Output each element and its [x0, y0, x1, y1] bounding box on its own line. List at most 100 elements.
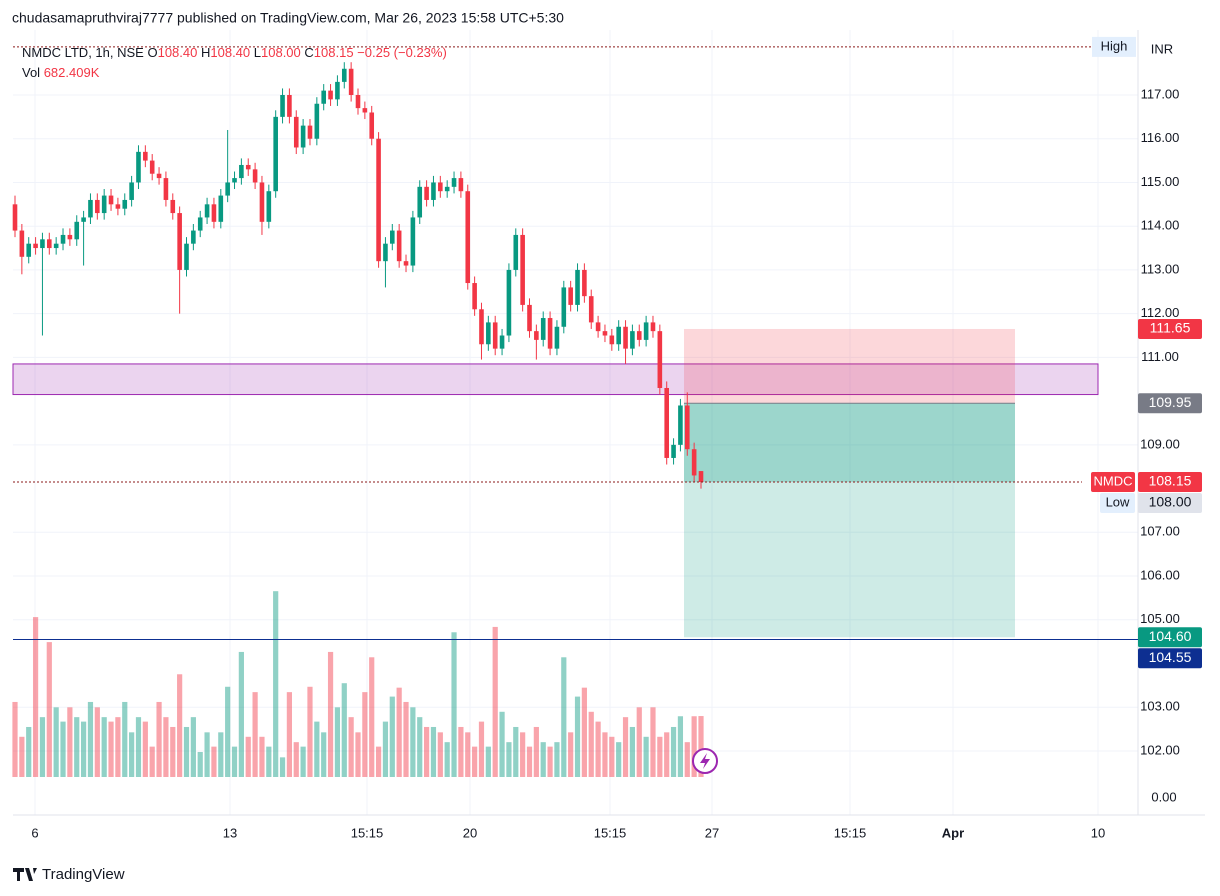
volume-bar — [129, 732, 135, 777]
volume-bar — [362, 692, 368, 777]
candle-body — [630, 331, 635, 349]
legend-c-key: C — [304, 45, 313, 60]
price-tag-name-bg — [1091, 472, 1135, 493]
candle-body — [390, 230, 395, 244]
candle-body — [410, 217, 416, 266]
volume-bar — [341, 683, 347, 777]
volume-bar — [348, 717, 354, 777]
volume-bar — [698, 716, 704, 777]
volume-bar — [183, 726, 190, 777]
volume-bar — [32, 617, 39, 777]
volume-bar — [485, 746, 491, 777]
candle-body — [650, 322, 656, 332]
volume-bar — [142, 721, 148, 777]
volume-bar — [67, 707, 73, 777]
price-tag-name: Low — [1106, 494, 1130, 509]
volume-bar — [307, 686, 313, 777]
target-zone — [684, 403, 1015, 638]
volume-bar — [327, 651, 334, 777]
candle-body — [328, 90, 333, 100]
high-tag — [1092, 36, 1136, 57]
volume-bar — [94, 707, 100, 777]
candle-body — [122, 199, 128, 209]
price-tag — [1138, 393, 1202, 414]
volume-bar — [156, 701, 162, 777]
volume-bar — [430, 726, 437, 777]
volume-bar — [568, 732, 574, 777]
volume-bar — [691, 716, 697, 777]
candle-body — [499, 335, 505, 349]
volume-bar — [273, 591, 279, 777]
volume-bar — [444, 742, 450, 777]
candle-body — [136, 151, 141, 183]
volume-bar — [403, 701, 409, 777]
volume-bar — [561, 657, 567, 777]
candle-body — [191, 230, 196, 244]
candle-body — [643, 322, 649, 340]
y-tick-label: 116.00 — [1141, 130, 1180, 145]
x-tick-label: 13 — [223, 825, 237, 840]
volume-bar — [149, 746, 155, 777]
candle-body — [149, 160, 155, 174]
y-tick-label: 113.00 — [1141, 261, 1180, 276]
candle-body — [12, 204, 18, 231]
candle-body — [40, 239, 45, 249]
candle-body — [472, 283, 477, 310]
candle-body — [280, 95, 285, 117]
volume-bar — [334, 707, 341, 777]
candle-body — [101, 195, 107, 214]
candle-body — [170, 199, 176, 214]
x-tick-label: 15:15 — [594, 825, 627, 840]
price-tag — [1138, 472, 1202, 493]
candle-body — [33, 243, 38, 249]
volume-bar — [87, 701, 94, 777]
candle-body — [245, 164, 251, 170]
candle-body — [19, 230, 25, 257]
legend-l-key: L — [254, 45, 261, 60]
candle-body — [204, 204, 210, 218]
candle-body — [67, 234, 73, 240]
candle-body — [396, 230, 402, 262]
volume-bar — [81, 721, 87, 777]
legend-c: 108.15 — [314, 45, 354, 60]
candle-body — [293, 116, 299, 148]
y-tick-label: 112.00 — [1141, 305, 1180, 320]
volume-bar — [554, 742, 560, 777]
price-tag-label: 108.00 — [1149, 494, 1192, 510]
candle-body — [88, 199, 93, 218]
candle-body — [177, 213, 182, 270]
candle-body — [197, 217, 203, 231]
volume-bar — [355, 732, 361, 777]
y-tick-label: 114.00 — [1141, 218, 1180, 233]
legend-o-key: O — [147, 45, 157, 60]
x-tick-label: 27 — [705, 825, 719, 840]
price-tag — [1138, 318, 1202, 339]
plot: 117.00116.00115.00114.00113.00112.00111.… — [12, 30, 1205, 840]
legend: NMDC LTD, 1h, NSE O108.40 H108.40 L108.0… — [22, 45, 447, 60]
x-tick-label: 20 — [463, 825, 477, 840]
volume-bar — [245, 736, 251, 777]
volume-bar — [533, 726, 539, 777]
candle-body — [506, 269, 512, 336]
volume-bar — [478, 721, 485, 777]
replay-icon[interactable] — [692, 748, 718, 774]
volume-bar — [650, 707, 656, 777]
volume-bar — [389, 696, 395, 777]
legend-o: 108.40 — [158, 45, 198, 60]
price-tag-label: 111.65 — [1150, 320, 1191, 336]
candle-body — [95, 199, 100, 214]
candle-body — [348, 68, 354, 95]
candle-body — [403, 261, 409, 266]
legend-l: 108.00 — [261, 45, 301, 60]
candle-body — [609, 335, 615, 345]
y-tick-label: 111.00 — [1141, 349, 1179, 364]
candle-body — [527, 304, 532, 332]
volume-bar — [163, 717, 169, 777]
candle-body — [26, 243, 32, 257]
high-tag-label: High — [1101, 38, 1128, 53]
candle-body — [664, 387, 669, 458]
candle-body — [636, 331, 642, 340]
icon-bolt[interactable] — [700, 753, 710, 769]
volume-bar — [218, 732, 224, 777]
volume-bar — [499, 711, 505, 777]
